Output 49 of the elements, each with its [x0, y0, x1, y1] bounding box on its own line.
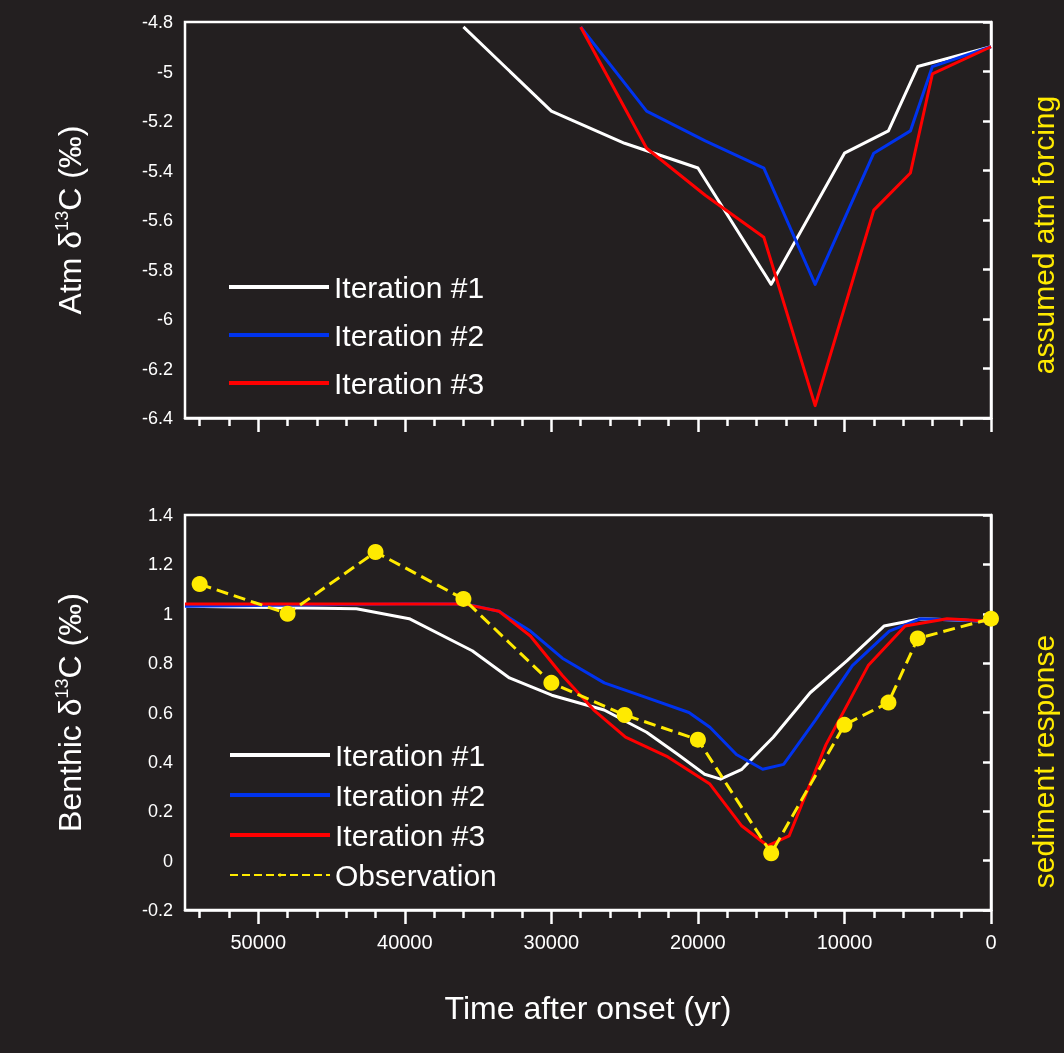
x-tick-label: 10000: [816, 931, 873, 953]
y-tick-label: -6.4: [141, 408, 173, 428]
x-axis-title: Time after onset (yr): [444, 990, 732, 1026]
y-tick-label: -5.6: [141, 210, 173, 230]
point: [909, 630, 926, 647]
y-tick-label: -0.2: [141, 900, 173, 920]
point: [543, 674, 560, 691]
point: [689, 731, 706, 748]
y-tick-label: -6.2: [141, 358, 173, 379]
y-tick-label: 0: [162, 850, 173, 871]
point: [880, 694, 897, 711]
y-tick-label: 1.4: [147, 505, 173, 525]
legend-label: Iteration #3: [334, 366, 485, 400]
y-tick-label: 1: [162, 603, 173, 624]
point: [455, 590, 472, 607]
point: [367, 544, 384, 561]
y-tick-label: -5.2: [141, 111, 173, 131]
y-axis-title: Atm δ13C (‰): [52, 125, 88, 315]
x-tick-label: 40000: [377, 931, 433, 953]
y-axis-title: Benthic δ13C (‰): [52, 593, 88, 832]
y-tick-label: 0.6: [147, 702, 173, 723]
line-series: [579, 25, 993, 408]
y-tick-label: -5.8: [141, 259, 173, 280]
point: [191, 576, 208, 593]
y-tick-label: -5.4: [141, 160, 173, 181]
x-tick-label: 30000: [523, 931, 580, 953]
x-tick-label: 50000: [230, 931, 287, 953]
x-tick-label: 0: [985, 931, 997, 953]
point: [616, 706, 633, 723]
point: [279, 605, 296, 622]
point: [763, 845, 780, 862]
legend-label: Observation: [335, 858, 497, 892]
legend-label: Iteration #3: [335, 818, 486, 852]
legend-label: Iteration #1: [334, 270, 485, 304]
legend-label: Iteration #1: [335, 738, 486, 772]
y-tick-label: -4.8: [141, 12, 173, 32]
legend-label: Iteration #2: [335, 778, 486, 812]
point: [983, 610, 999, 627]
y-tick-label: -5: [156, 61, 173, 82]
point: [836, 716, 853, 733]
y-tick-label: 1.2: [147, 554, 173, 575]
y-tick-label: 0.2: [147, 801, 173, 822]
legend-label: Iteration #2: [334, 318, 485, 352]
text: sediment response: [1026, 634, 1060, 889]
x-tick-label: 20000: [670, 931, 726, 953]
y-tick-label: 0.4: [147, 751, 173, 772]
y-tick-label: -6: [156, 309, 173, 329]
text: assumed atm forcing: [1026, 95, 1060, 375]
y-tick-label: 0.8: [147, 653, 173, 674]
